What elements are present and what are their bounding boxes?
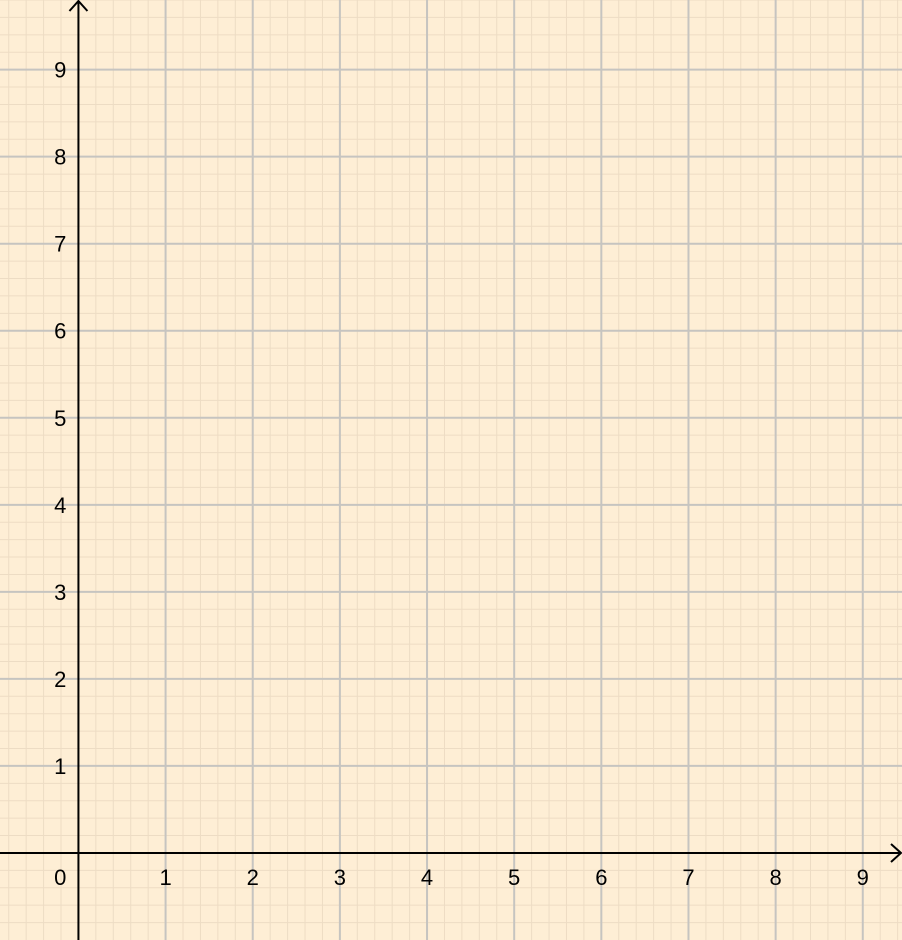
x-tick-label-8: 8 (770, 865, 782, 890)
x-tick-label-6: 6 (595, 865, 607, 890)
x-tick-label-3: 3 (334, 865, 346, 890)
origin-label: 0 (54, 865, 66, 890)
x-tick-label-5: 5 (508, 865, 520, 890)
y-tick-label-4: 4 (54, 493, 66, 518)
y-tick-label-8: 8 (54, 145, 66, 170)
x-tick-label-9: 9 (857, 865, 869, 890)
x-tick-label-4: 4 (421, 865, 433, 890)
y-tick-label-5: 5 (54, 406, 66, 431)
x-tick-label-1: 1 (159, 865, 171, 890)
y-tick-label-9: 9 (54, 58, 66, 83)
x-axis-arrow-icon (890, 843, 902, 863)
y-tick-label-3: 3 (54, 580, 66, 605)
y-tick-label-7: 7 (54, 232, 66, 257)
y-tick-label-1: 1 (54, 754, 66, 779)
y-tick-label-6: 6 (54, 319, 66, 344)
y-axis-arrow-icon (68, 0, 89, 12)
tick-labels: 0 1 2 3 4 5 6 7 8 9 1 2 3 4 5 6 7 8 9 (54, 58, 869, 890)
x-tick-label-2: 2 (247, 865, 259, 890)
y-tick-label-2: 2 (54, 667, 66, 692)
x-tick-label-7: 7 (682, 865, 694, 890)
